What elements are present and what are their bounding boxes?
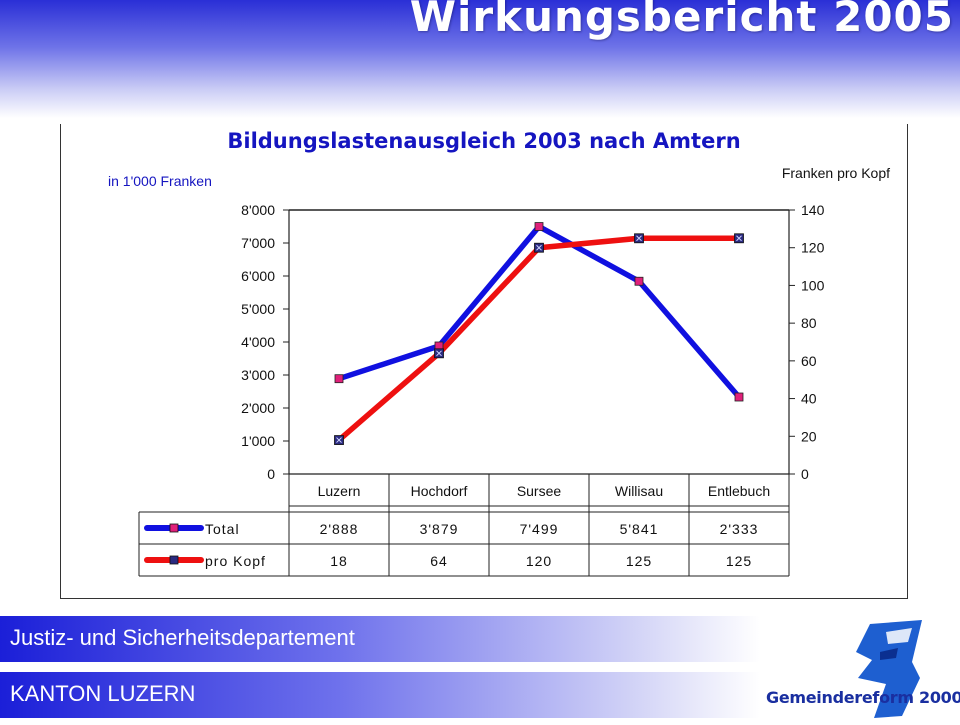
x-tick-label: Entlebuch — [708, 483, 770, 499]
y-left-tick-label: 1'000 — [241, 433, 275, 449]
legend-marker — [169, 555, 179, 565]
data-label: 64 — [430, 553, 448, 569]
y-left-tick-label: 8'000 — [241, 202, 275, 218]
data-point-total — [334, 374, 344, 384]
y-right-tick-label: 100 — [801, 277, 825, 293]
gemeindereform-logo: Gemeindereform 2000+ — [762, 618, 960, 720]
chart-title: Bildungslastenausgleich 2003 nach Amtern — [227, 129, 740, 153]
data-label: 2'888 — [320, 521, 359, 537]
y-right-tick-label: 120 — [801, 240, 825, 256]
plot-layer: 0 1'000 2'000 3'000 4'000 5'000 6'000 7'000 8'00… — [138, 202, 825, 577]
logo-graphic — [856, 620, 922, 718]
data-label: 125 — [726, 553, 752, 569]
department-name: Justiz- und Sicherheitsdepartement — [10, 625, 355, 650]
x-tick-label: Sursee — [517, 483, 562, 499]
y-left-tick-label: 0 — [267, 466, 275, 482]
department-bar: Justiz- und Sicherheitsdepartement — [0, 616, 760, 662]
y-right-tick-label: 80 — [801, 315, 817, 331]
y-right-tick-label: 0 — [801, 466, 809, 482]
y-left-tick-label: 2'000 — [241, 400, 275, 416]
data-point-cross — [536, 244, 542, 251]
data-point-cross — [736, 235, 742, 242]
data-point-cross — [636, 235, 642, 242]
chart-frame: Bildungslastenausgleich 2003 nach Amtern… — [60, 124, 908, 599]
slide-title: Wirkungsbericht 2005 — [409, 0, 954, 41]
y-left-label: in 1'000 Franken — [108, 173, 212, 189]
data-point-total — [734, 392, 744, 402]
y-left-tick-label: 3'000 — [241, 367, 275, 383]
header-band — [0, 0, 960, 118]
data-label: 18 — [330, 553, 348, 569]
y-right-tick-label: 40 — [801, 391, 817, 407]
data-point-total — [534, 222, 544, 231]
data-point-cross — [436, 350, 442, 357]
x-tick-label: Hochdorf — [411, 483, 468, 499]
y-left-tick-label: 5'000 — [241, 301, 275, 317]
data-label: 2'333 — [720, 521, 759, 537]
data-label: 5'841 — [620, 521, 659, 537]
data-label: 125 — [626, 553, 652, 569]
data-label: 3'879 — [420, 521, 459, 537]
x-tick-label: Luzern — [318, 483, 361, 499]
y-left-tick-label: 7'000 — [241, 235, 275, 251]
legend-label: Total — [205, 521, 240, 537]
y-right-label: Franken pro Kopf — [782, 165, 890, 181]
y-right-tick-label: 60 — [801, 353, 817, 369]
legend-marker — [169, 523, 179, 533]
data-label: 120 — [526, 553, 552, 569]
data-point-total — [634, 276, 644, 286]
y-left-tick-label: 4'000 — [241, 334, 275, 350]
chart-svg: Bildungslastenausgleich 2003 nach Amtern… — [108, 129, 890, 577]
y-left-tick-label: 6'000 — [241, 268, 275, 284]
series-line-pro-kopf — [336, 235, 742, 443]
legend-label: pro Kopf — [205, 553, 266, 569]
x-tick-label: Willisau — [615, 483, 663, 499]
canton-bar: KANTON LUZERN — [0, 672, 760, 718]
y-right-tick-label: 140 — [801, 202, 825, 218]
data-point-cross — [336, 437, 342, 443]
data-label: 7'499 — [520, 521, 559, 537]
y-right-tick-label: 20 — [801, 428, 817, 444]
logo-text: Gemeindereform 2000+ — [766, 688, 960, 707]
canton-name: KANTON LUZERN — [10, 681, 196, 706]
